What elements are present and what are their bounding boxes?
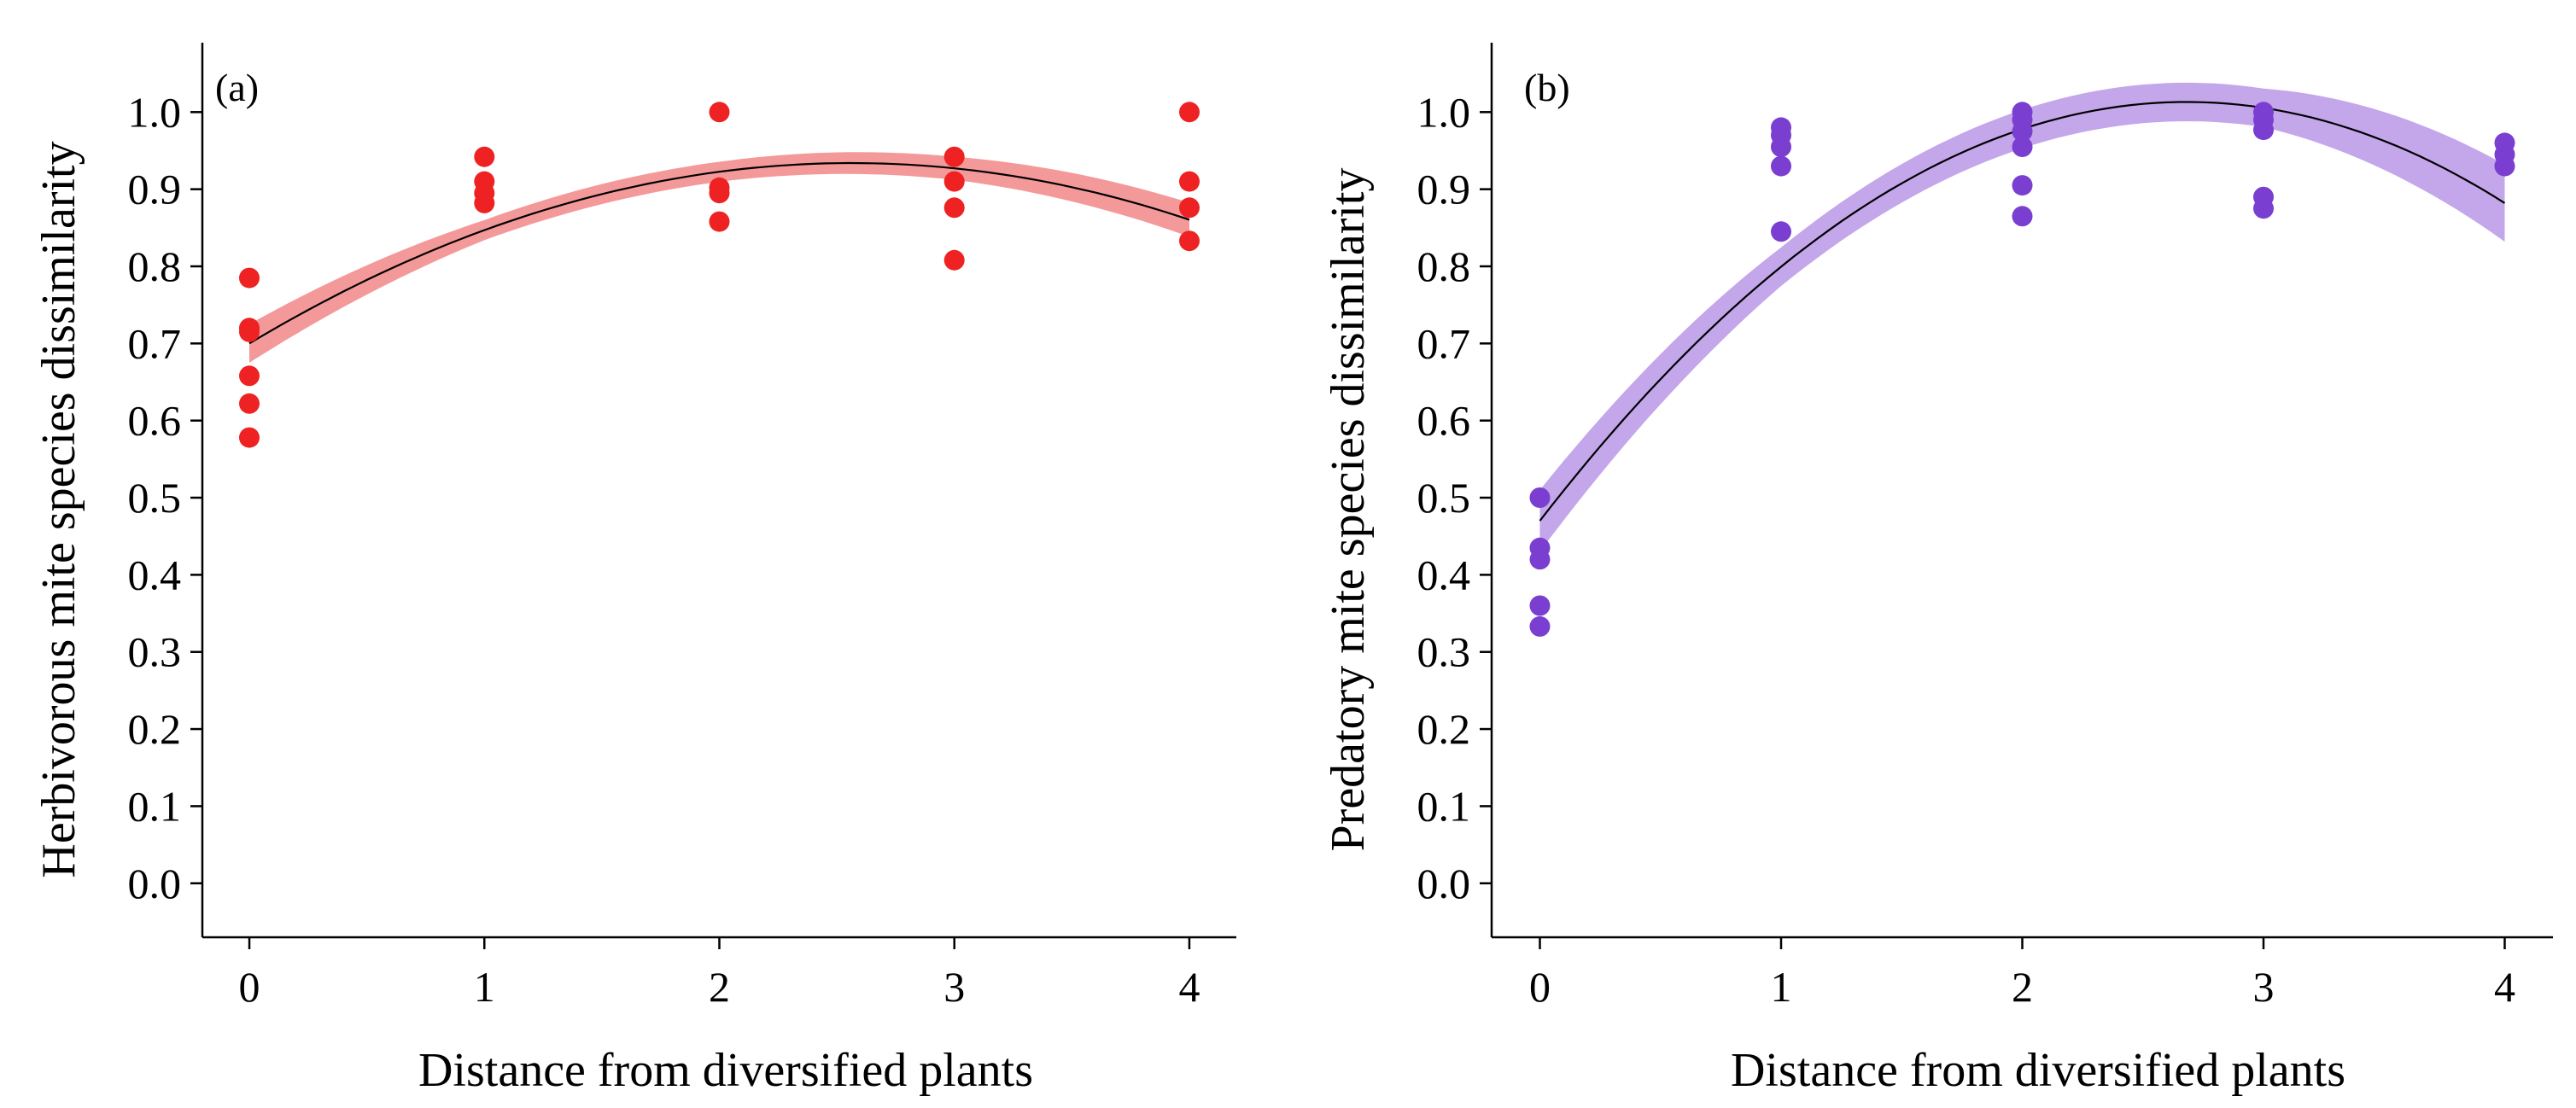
- y-tick-label-b: 0.2: [1417, 705, 1471, 753]
- x-axis-title-b: Distance from diversified plants: [1731, 1044, 2345, 1097]
- y-tick-label-b: 0.3: [1417, 628, 1471, 676]
- data-point-b: [1771, 221, 1791, 242]
- data-point-a: [709, 183, 730, 204]
- data-point-a: [474, 146, 495, 167]
- data-point-a: [943, 249, 965, 271]
- y-tick-label-a: 0.6: [128, 397, 182, 445]
- y-tick-label-a: 0.5: [128, 474, 182, 522]
- data-point-a: [239, 427, 260, 448]
- data-point-b: [2494, 155, 2515, 177]
- data-point-a: [474, 192, 495, 213]
- data-point-b: [2253, 198, 2274, 219]
- panel-a: 0.0 0.1 0.2 0.3 0.4 0.5 0.6 0.7 0.8 0.9 1.0 0 1 2 3 4 (…: [32, 43, 1236, 1097]
- y-tick-label-a: 0.2: [128, 705, 182, 753]
- data-point-a: [1179, 197, 1200, 219]
- y-tick-label-b: 0.5: [1417, 474, 1471, 522]
- data-point-a: [239, 321, 260, 342]
- data-point-a: [239, 365, 260, 387]
- x-tick-label-b: 1: [1771, 963, 1792, 1011]
- data-point-a: [943, 146, 965, 167]
- y-tick-label-a: 0.0: [128, 860, 182, 907]
- y-tick-label-a: 0.1: [128, 782, 182, 830]
- data-point-a: [943, 171, 965, 192]
- y-tick-label-b: 0.0: [1417, 860, 1471, 907]
- data-point-b: [2012, 206, 2033, 227]
- x-tick-label-b: 4: [2494, 963, 2515, 1011]
- data-point-a: [1179, 102, 1200, 123]
- y-tick-label-b: 1.0: [1417, 88, 1471, 136]
- confidence-band-b: [1539, 82, 2505, 552]
- data-point-b: [1529, 595, 1551, 616]
- panel-b: 0.0 0.1 0.2 0.3 0.4 0.5 0.6 0.7 0.8 0.9 1.0 0 1 2 3 4 (…: [1322, 43, 2553, 1097]
- panel-label-b: (b): [1524, 66, 1570, 109]
- y-tick-label-b: 0.9: [1417, 166, 1471, 213]
- x-tick-label-a: 0: [239, 963, 260, 1011]
- y-tick-label-a: 0.4: [128, 551, 182, 598]
- fitted-curve-b: [1539, 101, 2506, 522]
- data-point-b: [1529, 549, 1551, 570]
- y-tick-label-a: 1.0: [128, 88, 182, 136]
- x-tick-label-b: 3: [2253, 963, 2275, 1011]
- data-point-a: [239, 393, 260, 414]
- x-tick-label-a: 1: [474, 963, 495, 1011]
- x-tick-label-b: 2: [2012, 963, 2033, 1011]
- x-axis-title-a: Distance from diversified plants: [418, 1044, 1033, 1097]
- y-tick-label-b: 0.7: [1417, 319, 1471, 367]
- y-axis-title-b: Predatory mite species dissimilarity: [1322, 168, 1375, 852]
- data-point-b: [2012, 137, 2033, 157]
- x-tick-label-b: 0: [1529, 963, 1551, 1011]
- y-tick-label-a: 0.3: [128, 628, 182, 676]
- data-point-a: [709, 102, 730, 123]
- data-point-b: [2012, 120, 2033, 142]
- panel-label-a: (a): [215, 66, 259, 109]
- fitted-curve-a: [248, 161, 1190, 345]
- data-point-b: [1529, 615, 1551, 637]
- data-point-a: [709, 211, 730, 232]
- data-point-b: [2012, 175, 2033, 196]
- data-point-a: [1179, 171, 1200, 192]
- y-tick-label-b: 0.1: [1417, 782, 1471, 830]
- x-tick-label-a: 3: [943, 963, 965, 1011]
- confidence-band-a: [249, 152, 1189, 363]
- data-point-a: [943, 197, 965, 219]
- y-tick-label-a: 0.7: [128, 319, 182, 367]
- y-tick-label-b: 0.8: [1417, 242, 1471, 290]
- data-point-a: [239, 267, 260, 289]
- data-point-b: [1771, 137, 1791, 157]
- data-point-b: [2253, 120, 2274, 141]
- data-point-b: [1771, 155, 1791, 177]
- x-tick-label-a: 2: [709, 963, 730, 1011]
- y-tick-label-a: 0.8: [128, 242, 182, 290]
- y-tick-label-b: 0.4: [1417, 551, 1471, 598]
- data-point-a: [1179, 230, 1200, 252]
- y-tick-label-b: 0.6: [1417, 397, 1471, 445]
- x-tick-label-a: 4: [1178, 963, 1200, 1011]
- data-point-b: [1529, 487, 1551, 508]
- y-axis-title-a: Herbivorous mite species dissimilarity: [32, 141, 85, 878]
- y-tick-label-a: 0.9: [128, 166, 182, 213]
